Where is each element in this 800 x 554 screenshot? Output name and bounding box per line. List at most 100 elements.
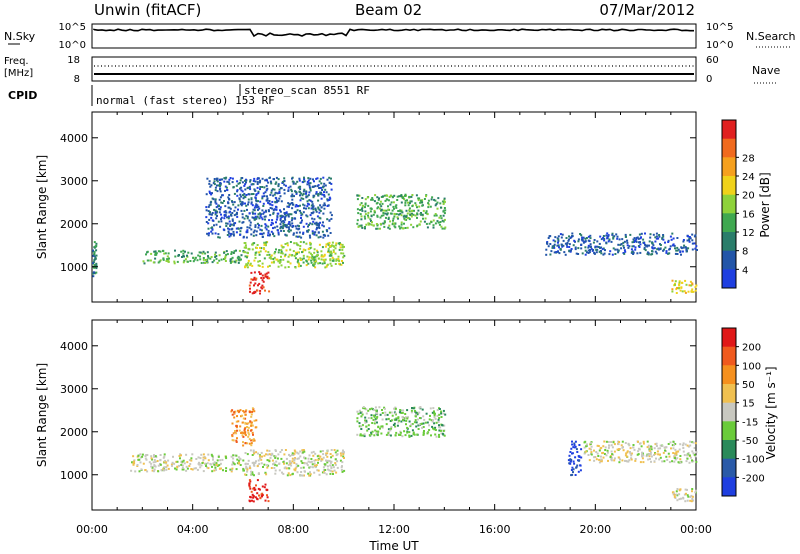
power-cell [443,201,446,203]
power-cell [443,198,446,201]
power-cell [418,197,421,200]
velocity-cell [309,471,311,474]
velocity-cell [308,474,311,477]
power-cell [206,251,209,254]
velocity-cell [209,463,212,466]
power-cell [440,225,443,228]
power-cell [688,240,691,243]
power-cell [616,235,619,238]
power-cell [228,232,231,235]
power-cell [584,246,587,249]
velocity-cell [617,456,620,459]
velocity-cell [438,417,441,419]
power-cell [416,224,419,227]
velocity-cell [130,469,133,472]
power-cell [261,287,264,290]
power-cell [279,195,282,198]
power-cell [261,235,264,238]
velocity-cell [235,420,238,423]
velocity-cell [138,470,141,473]
power-cell [598,250,601,253]
power-cell [416,212,419,215]
velocity-cell [266,449,269,452]
power-cell [273,235,276,238]
velocity-cell [218,467,221,470]
velocity-cell [255,484,257,487]
power-cell [370,223,373,226]
power-cell [360,224,363,227]
velocity-cell [381,409,383,411]
velocity-cell [200,453,203,456]
power-cell [213,183,216,186]
velocity-cell [393,407,396,410]
power-cell [260,247,263,250]
velocity-cell [342,449,344,452]
power-cell [95,242,98,245]
power-cell [249,262,252,265]
velocity-cell [173,462,176,465]
velocity-cell [663,446,666,449]
velocity-cell [373,422,376,425]
power-ytick-label: 3000 [60,175,88,188]
power-cell [272,209,275,212]
velocity-cell [642,442,645,445]
velocity-cell [287,472,290,475]
velocity-cell [694,491,697,494]
power-cell [307,229,310,232]
velocity-cell [375,432,378,435]
power-cell [285,226,288,229]
power-cell [263,211,266,214]
velocity-cell [185,453,188,456]
power-cell [383,220,386,223]
velocity-panel [91,319,697,511]
velocity-cell [569,451,572,453]
power-cell [212,198,215,201]
power-cell [681,290,684,293]
power-cell [595,248,598,251]
power-cell [266,277,269,280]
power-cell [266,199,269,202]
power-cell [211,192,213,195]
velocity-cell [575,448,578,451]
velocity-cell [326,455,329,458]
power-cell [296,180,299,183]
velocity-cell [438,424,440,427]
velocity-cell [385,423,388,426]
power-cell [280,250,283,253]
power-cell [342,261,344,264]
power-cell [671,288,674,291]
power-cell [258,271,261,274]
power-cell [167,252,170,255]
velocity-cell [409,425,412,428]
power-cell [194,256,197,259]
velocity-cell [291,452,294,455]
power-cell [678,284,681,286]
power-cell [330,177,332,180]
x-tick-label: 20:00 [579,523,611,536]
power-cell [334,252,337,255]
velocity-cell [607,441,610,443]
power-cell [312,196,315,199]
power-cell [317,193,320,195]
power-cell [277,231,280,234]
velocity-cell [363,433,366,436]
power-cell [255,200,258,203]
power-cell [264,218,266,221]
velocity-cell [231,422,234,425]
power-cell [320,255,323,258]
power-cell [408,218,411,221]
power-cell [607,235,610,238]
power-cell [267,231,270,234]
power-cell [327,234,330,237]
velocity-cell [141,455,144,458]
power-cell [270,191,273,194]
velocity-cell [242,417,245,420]
velocity-cell [367,424,370,427]
velocity-cell [191,453,194,456]
velocity-cell [381,426,384,429]
power-cell [250,271,253,274]
power-cell [318,180,321,183]
velocity-cell [375,409,378,412]
velocity-cell [176,466,179,469]
power-cell [291,177,293,180]
